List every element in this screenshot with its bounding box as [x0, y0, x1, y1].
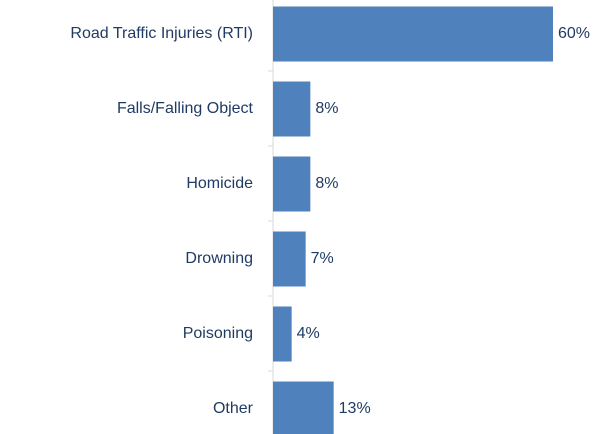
data-label: 7% — [311, 250, 334, 267]
data-label: 60% — [558, 25, 590, 42]
category-label: Falls/Falling Object — [117, 100, 254, 117]
category-label: Drowning — [185, 250, 253, 267]
bar — [273, 231, 306, 287]
bar — [273, 306, 292, 362]
bar — [273, 156, 311, 212]
bar — [273, 381, 334, 434]
data-label: 8% — [315, 100, 338, 117]
data-label: 13% — [339, 400, 371, 417]
data-label: 4% — [297, 325, 320, 342]
category-label: Road Traffic Injuries (RTI) — [70, 25, 253, 42]
category-label: Poisoning — [183, 325, 253, 342]
category-label: Homicide — [186, 175, 253, 192]
bar — [273, 81, 311, 137]
category-label: Other — [213, 400, 254, 417]
bar — [273, 6, 553, 62]
data-label: 8% — [315, 175, 338, 192]
